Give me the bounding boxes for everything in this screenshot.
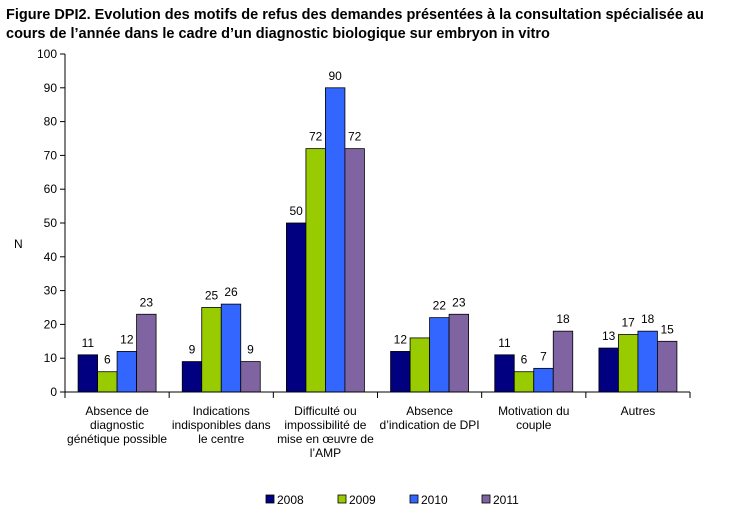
y-tick-label: 100 (37, 47, 57, 61)
data-label: 7 (540, 349, 547, 363)
y-tick-label: 40 (44, 250, 58, 264)
y-tick-label: 30 (44, 284, 58, 298)
bar-2008-1 (77, 354, 98, 393)
data-label: 18 (556, 312, 570, 326)
bar-2010-5 (533, 367, 554, 393)
bar-2009-4 (409, 337, 430, 393)
data-label: 9 (247, 343, 254, 357)
data-label: 12 (394, 332, 408, 346)
x-category-label: Difficulté ou impossibilité de mise en œuv… (277, 404, 374, 460)
legend-label-2008: 2008 (277, 493, 304, 507)
legend-label-2009: 2009 (349, 493, 376, 507)
x-category-label: Autres (621, 404, 656, 418)
bar-2011-3 (344, 148, 365, 393)
y-tick-label: 90 (44, 81, 58, 95)
bar-2009-5 (513, 371, 535, 393)
legend-label-2011: 2011 (493, 493, 519, 507)
y-tick-label: 70 (44, 148, 58, 162)
data-label: 17 (621, 316, 635, 330)
data-label: 90 (328, 69, 342, 83)
data-label: 23 (140, 295, 154, 309)
data-label: 6 (104, 353, 111, 367)
data-label: 50 (289, 204, 303, 218)
y-tick-label: 60 (44, 182, 58, 196)
bar-2008-6 (598, 347, 619, 393)
data-label: 22 (433, 299, 447, 313)
bar-2009-1 (97, 371, 118, 393)
y-tick-label: 20 (44, 317, 58, 331)
bar-2010-3 (325, 87, 346, 393)
bar-2011-1 (136, 313, 157, 393)
data-label: 18 (641, 312, 655, 326)
legend-swatch-2008 (265, 494, 275, 504)
data-label: 23 (452, 295, 466, 309)
bar-2011-6 (657, 340, 678, 393)
legend-swatch-2010 (409, 494, 419, 504)
data-label: 72 (348, 130, 362, 144)
y-tick-label: 10 (44, 351, 58, 365)
bar-2010-6 (637, 330, 658, 393)
bar-2008-2 (181, 361, 203, 393)
legend-swatch-2011 (481, 494, 491, 504)
x-category-label: Motivation du couple (498, 404, 569, 432)
data-label: 11 (498, 336, 511, 350)
data-label: 12 (120, 332, 134, 346)
data-label: 6 (521, 353, 528, 367)
data-label: 11 (82, 336, 95, 350)
data-label: 15 (660, 322, 674, 336)
data-label: 25 (205, 289, 219, 303)
bar-2011-5 (552, 330, 574, 393)
data-label: 26 (224, 285, 238, 299)
data-label: 13 (602, 329, 616, 343)
x-category-label: Absence de diagnostic génétique possible (67, 404, 167, 446)
bar-2008-3 (286, 222, 307, 393)
bar-2008-5 (494, 354, 515, 393)
bar-2009-3 (305, 148, 326, 393)
chart-title: Figure DPI2. Evolution des motifs de ref… (6, 7, 704, 42)
y-tick-label: 0 (50, 385, 57, 399)
bar-2011-2 (240, 361, 261, 393)
x-category-label: Indications indisponibles dans le centre (172, 404, 271, 446)
legend-swatch-2009 (337, 494, 347, 504)
data-label: 72 (309, 130, 323, 144)
bar-2010-2 (220, 303, 242, 393)
bar-2009-6 (618, 334, 639, 393)
legend-label-2010: 2010 (421, 493, 448, 507)
bar-2008-4 (390, 351, 411, 393)
x-category-label: Absence d’indication de DPI (380, 404, 480, 432)
y-tick-label: 50 (44, 216, 58, 230)
y-axis-label: N (14, 237, 23, 251)
data-label: 9 (189, 343, 196, 357)
bar-2009-2 (201, 307, 222, 393)
y-tick-label: 80 (44, 115, 58, 129)
bar-2010-4 (429, 317, 450, 393)
bar-2011-4 (448, 313, 469, 393)
bar-2010-1 (116, 351, 137, 393)
